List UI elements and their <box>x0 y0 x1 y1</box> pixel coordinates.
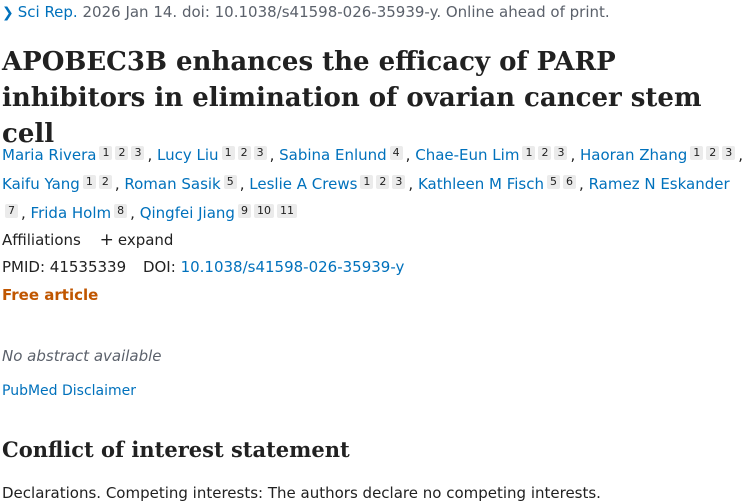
author-name-link[interactable]: Lucy Liu <box>157 146 219 164</box>
affiliation-number-badge[interactable]: 3 <box>392 175 406 189</box>
affiliation-numbers: 7 <box>5 197 21 222</box>
affiliation-number-badge[interactable]: 1 <box>82 175 96 189</box>
doi-link[interactable]: 10.1038/s41598-026-35939-y <box>180 258 405 276</box>
affiliation-number-badge[interactable]: 5 <box>547 175 561 189</box>
doi-label: DOI: <box>142 258 176 276</box>
citation-details: 2026 Jan 14. doi: 10.1038/s41598-026-359… <box>82 3 610 21</box>
author-item: Kaifu Yang 1 2, <box>2 175 124 193</box>
affiliations-label: Affiliations <box>2 231 81 249</box>
author-name-link[interactable]: Maria Rivera <box>2 146 97 164</box>
author-item: Ramez N Eskander7, <box>2 175 730 222</box>
author-item: Qingfei Jiang 9 10 11 <box>140 204 300 222</box>
author-name-link[interactable]: Kathleen M Fisch <box>417 175 545 193</box>
author-name-link[interactable]: Roman Sasik <box>124 175 221 193</box>
author-item: Lucy Liu 1 2 3, <box>157 146 279 164</box>
author-item: Haoran Zhang 1 2 3, <box>580 146 743 164</box>
free-article-badge: Free article <box>2 286 99 304</box>
author-item: Frida Holm 8, <box>31 204 140 222</box>
affiliation-number-badge[interactable]: 2 <box>706 146 720 160</box>
affiliation-numbers: 9 10 11 <box>237 197 300 222</box>
author-name-link[interactable]: Kaifu Yang <box>2 175 80 193</box>
affiliation-number-badge[interactable]: 9 <box>237 204 251 218</box>
affiliation-number-badge[interactable]: 1 <box>522 146 536 160</box>
affiliation-number-badge[interactable]: 1 <box>221 146 235 160</box>
conflict-of-interest-text: Declarations. Competing interests: The a… <box>2 484 601 502</box>
chevron-right-icon[interactable]: ❯ <box>2 5 14 21</box>
author-name-link[interactable]: Chae-Eun Lim <box>415 146 520 164</box>
affiliation-number-badge[interactable]: 1 <box>99 146 113 160</box>
author-name-link[interactable]: Haoran Zhang <box>579 146 688 164</box>
article-title: APOBEC3B enhances the efficacy of PARP i… <box>2 47 702 149</box>
affiliation-number-badge[interactable]: 10 <box>253 204 274 218</box>
affiliation-number-badge[interactable]: 4 <box>389 146 403 160</box>
author-name-link[interactable]: Sabina Enlund <box>279 146 387 164</box>
author-item: Sabina Enlund 4, <box>279 146 415 164</box>
author-name-link[interactable]: Qingfei Jiang <box>139 204 235 222</box>
affiliation-number-badge[interactable]: 2 <box>538 146 552 160</box>
affiliation-numbers: 4 <box>389 139 406 164</box>
affiliation-number-badge[interactable]: 2 <box>376 175 390 189</box>
affiliation-numbers: 5 <box>223 168 240 193</box>
affiliation-number-badge[interactable]: 5 <box>223 175 237 189</box>
identifiers-row: PMID: 41535339 DOI: 10.1038/s41598-026-3… <box>2 258 404 276</box>
expand-label: expand <box>117 231 174 249</box>
affiliation-number-badge[interactable]: 3 <box>253 146 267 160</box>
pubmed-disclaimer-link[interactable]: PubMed Disclaimer <box>2 383 137 399</box>
no-abstract-text: No abstract available <box>2 347 162 365</box>
affiliations-row: Affiliations + expand <box>2 230 173 250</box>
affiliation-number-badge[interactable]: 2 <box>98 175 112 189</box>
journal-link[interactable]: Sci Rep. <box>17 3 78 21</box>
affiliation-number-badge[interactable]: 6 <box>563 175 577 189</box>
citation-line: ❯ Sci Rep. 2026 Jan 14. doi: 10.1038/s415… <box>2 3 610 21</box>
author-item: Chae-Eun Lim 1 2 3, <box>415 146 580 164</box>
affiliation-number-badge[interactable]: 7 <box>5 204 18 218</box>
pmid-label: PMID: <box>2 258 46 276</box>
author-item: Maria Rivera 1 2 3, <box>2 146 157 164</box>
affiliation-number-badge[interactable]: 3 <box>722 146 736 160</box>
plus-icon: + <box>99 230 114 250</box>
affiliation-number-badge[interactable]: 11 <box>276 204 297 218</box>
conflict-of-interest-heading: Conflict of interest statement <box>2 437 350 462</box>
author-name-link[interactable]: Leslie A Crews <box>249 175 358 193</box>
affiliation-number-badge[interactable]: 2 <box>237 146 251 160</box>
affiliation-number-badge[interactable]: 3 <box>554 146 568 160</box>
author-item: Roman Sasik 5, <box>124 175 249 193</box>
affiliation-number-badge[interactable]: 3 <box>131 146 145 160</box>
pmid-value: 41535339 <box>49 258 127 276</box>
expand-affiliations-button[interactable]: + expand <box>99 230 174 250</box>
author-item: Leslie A Crews 1 2 3, <box>249 175 418 193</box>
author-item: Kathleen M Fisch 5 6, <box>418 175 589 193</box>
author-name-link[interactable]: Frida Holm <box>30 204 112 222</box>
author-name-link[interactable]: Ramez N Eskander <box>588 175 730 193</box>
affiliation-numbers: 8 <box>114 197 130 222</box>
affiliation-number-badge[interactable]: 1 <box>690 146 704 160</box>
affiliation-number-badge[interactable]: 2 <box>115 146 129 160</box>
affiliation-number-badge[interactable]: 1 <box>360 175 374 189</box>
authors-list: Maria Rivera 1 2 3, Lucy Liu 1 2 3, Sabina Enl… <box>2 139 747 226</box>
affiliation-number-badge[interactable]: 8 <box>114 204 128 218</box>
